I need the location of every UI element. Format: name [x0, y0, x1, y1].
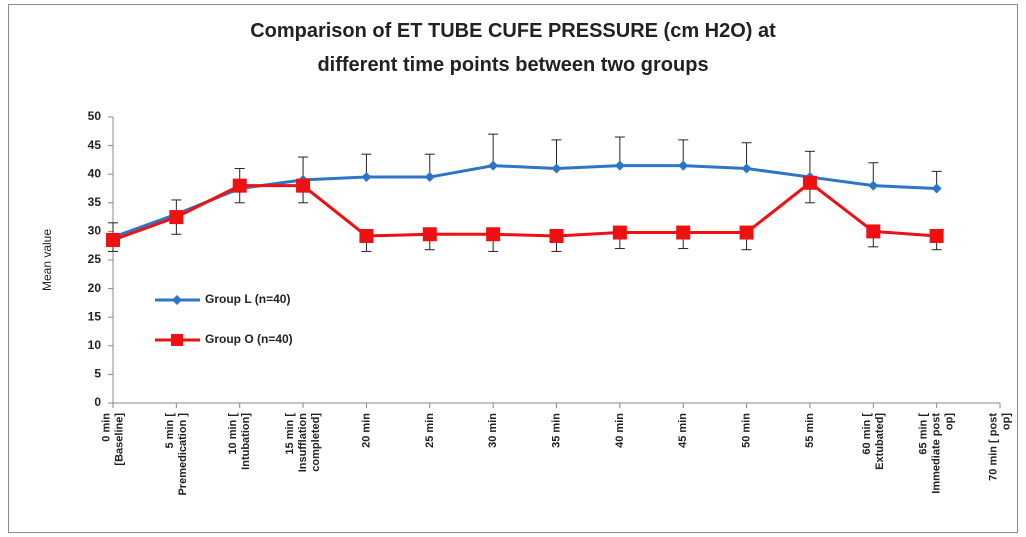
y-tick-label: 5	[94, 367, 101, 381]
x-tick-label: 60 min [Extubated]	[861, 413, 886, 470]
y-tick-label: 10	[88, 338, 102, 352]
y-tick-label: 35	[88, 195, 102, 209]
x-tick-label-group: 55 min	[804, 413, 816, 448]
x-tick-label-group: 20 min	[360, 413, 372, 448]
x-tick-label-group: 45 min	[677, 413, 689, 448]
data-point	[232, 178, 247, 193]
x-tick-label: 20 min	[360, 413, 372, 448]
data-point	[106, 232, 120, 247]
y-tick-label: 0	[94, 395, 101, 409]
x-tick-label: 30 min	[487, 413, 499, 448]
legend-marker	[172, 295, 182, 305]
data-point	[486, 227, 501, 242]
x-tick-label-group: 40 min	[614, 413, 626, 448]
data-point	[488, 160, 499, 171]
data-point	[361, 172, 372, 183]
data-point	[931, 183, 942, 194]
data-point	[868, 180, 879, 191]
x-tick-label-group: 65 min [Immediate postop]	[918, 413, 956, 494]
y-tick-label: 30	[88, 224, 102, 238]
data-point	[296, 178, 311, 193]
x-tick-label-group: 60 min [Extubated]	[861, 413, 886, 470]
data-point	[929, 228, 944, 243]
x-tick-label-group: 0 min[Baseline]	[100, 413, 125, 466]
data-point	[169, 210, 184, 225]
data-point	[802, 175, 817, 190]
legend-marker	[171, 334, 183, 346]
y-axis-label: Mean value	[40, 229, 54, 291]
data-point	[739, 225, 754, 240]
x-tick-label-group: 30 min	[487, 413, 499, 448]
x-tick-label-group: 35 min	[550, 413, 562, 448]
data-point	[424, 172, 435, 183]
y-tick-label: 25	[88, 252, 102, 266]
data-point	[551, 163, 562, 174]
y-tick-label: 45	[88, 138, 102, 152]
x-tick-label-group: 50 min	[740, 413, 752, 448]
x-tick-label: 65 min [Immediate postop]	[918, 413, 956, 494]
x-tick-label: 50 min	[740, 413, 752, 448]
data-point	[549, 228, 564, 243]
y-tick-label: 20	[88, 281, 102, 295]
data-point	[359, 228, 374, 243]
x-tick-label: 15 min [Insufflationcompleted]	[284, 413, 322, 473]
legend-label: Group L (n=40)	[205, 292, 290, 306]
data-point	[676, 225, 691, 240]
x-tick-label: 55 min	[804, 413, 816, 448]
x-tick-label: 5 min [Premedication ]	[164, 413, 189, 496]
data-point	[422, 227, 437, 242]
series-line	[112, 180, 937, 242]
data-point	[866, 224, 881, 239]
data-point	[678, 160, 689, 171]
data-point	[612, 225, 627, 240]
x-tick-label: 0 min[Baseline]	[100, 413, 125, 466]
chart-title: Comparison of ET TUBE CUFE PRESSURE (cm …	[250, 20, 776, 76]
x-tick-label: 40 min	[614, 413, 626, 448]
legend-label: Group O (n=40)	[205, 332, 293, 346]
x-tick-label-group: 5 min [Premedication ]	[164, 413, 189, 496]
x-tick-label-group: 25 min	[424, 413, 436, 448]
chart-frame	[8, 4, 1018, 533]
x-tick-label: 35 min	[550, 413, 562, 448]
x-tick-label: 70 min [ postop]	[987, 413, 1012, 481]
x-tick-label: 45 min	[677, 413, 689, 448]
y-tick-label: 50	[88, 109, 102, 123]
x-tick-label-group: 15 min [Insufflationcompleted]	[284, 413, 322, 473]
data-point	[614, 160, 625, 171]
x-tick-label: 25 min	[424, 413, 436, 448]
data-point	[741, 163, 752, 174]
x-tick-label-group: 10 min [Intubation]	[227, 413, 252, 470]
x-tick-label-group: 70 min [ postop]	[987, 413, 1012, 481]
x-tick-label: 10 min [Intubation]	[227, 413, 252, 470]
y-tick-label: 40	[88, 166, 102, 180]
y-tick-label: 15	[88, 309, 102, 323]
